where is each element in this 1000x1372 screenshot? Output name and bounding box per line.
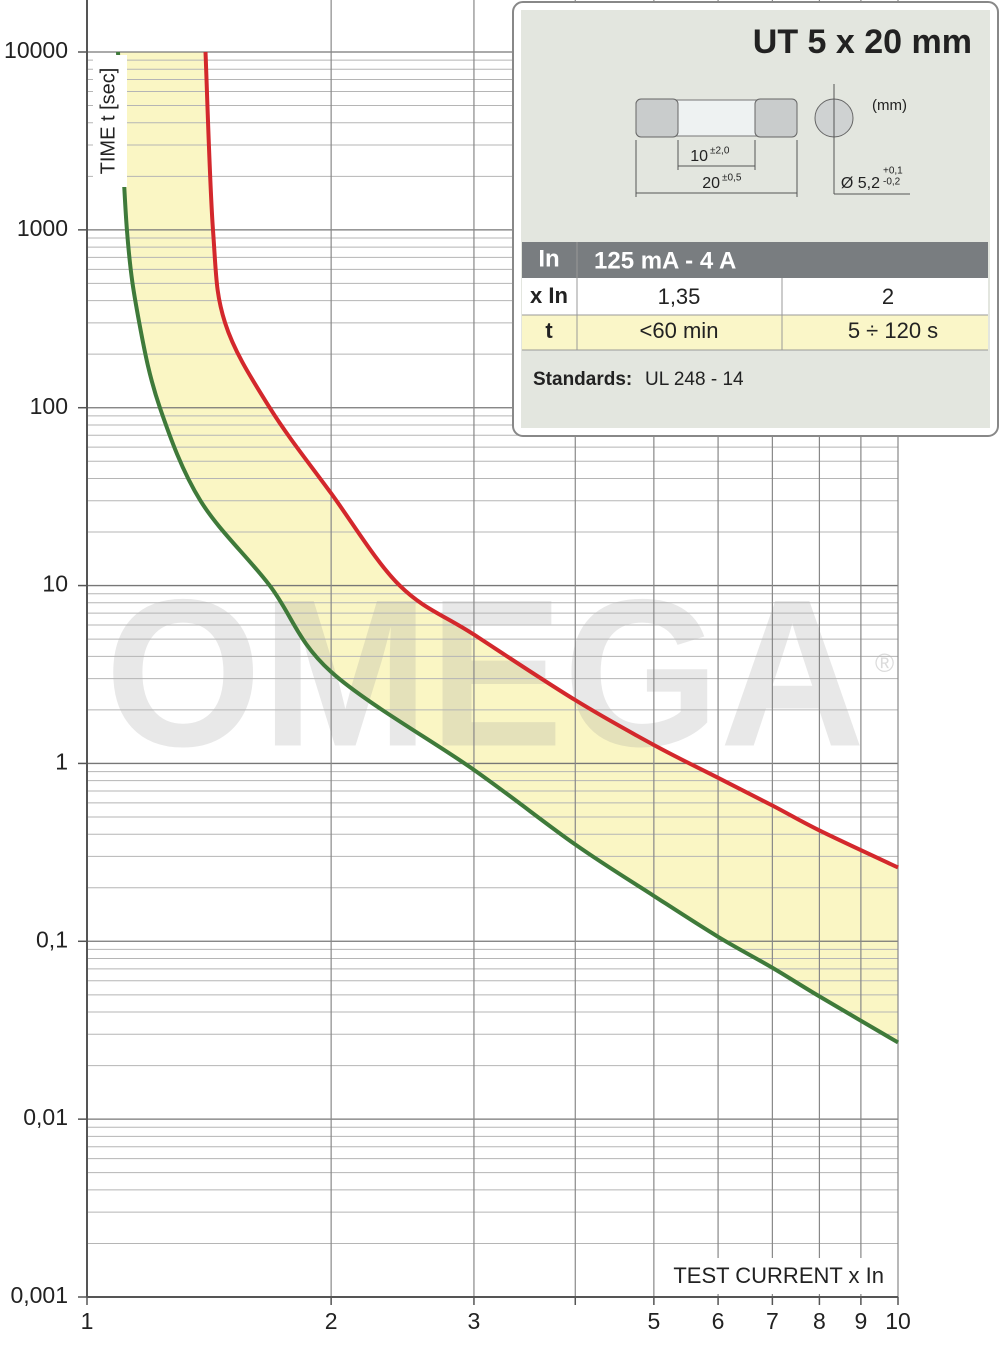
table-cell: 5 ÷ 120 s <box>848 318 938 343</box>
watermark: OMEGA <box>105 555 865 790</box>
y-axis-title: TIME t [sec] <box>97 68 119 175</box>
y-tick-label: 10000 <box>4 37 68 63</box>
table-header <box>522 242 988 278</box>
table-row <box>522 278 988 315</box>
fuse-drawing <box>635 84 910 197</box>
table-cell: x In <box>530 283 568 308</box>
table-cell: 2 <box>882 284 894 309</box>
curve <box>203 51 899 870</box>
y-tick-label: 100 <box>30 393 68 419</box>
x-tick-label: 3 <box>468 1308 481 1334</box>
x-tick-label: 7 <box>766 1308 779 1334</box>
x-label-bg <box>683 1258 890 1294</box>
x-tick-label: 10 <box>885 1308 911 1334</box>
standards-value: UL 248 - 14 <box>645 369 744 390</box>
table-cell: t <box>545 318 553 343</box>
y-tick-label: 0,1 <box>36 926 68 952</box>
curve <box>116 51 900 1045</box>
watermark-registered: ® <box>875 648 894 678</box>
standards-label: Standards: <box>533 369 632 390</box>
tolerance-band <box>117 52 899 1043</box>
x-tick-label: 1 <box>81 1308 94 1334</box>
x-tick-label: 9 <box>854 1308 867 1334</box>
unit-label: (mm) <box>872 97 907 114</box>
dim-tolerance: ±2,0 <box>710 146 730 157</box>
panel-title: UT 5 x 20 mm <box>753 23 972 61</box>
y-tick-label: 0,01 <box>23 1104 68 1130</box>
x-tick-label: 5 <box>647 1308 660 1334</box>
y-tick-label: 1 <box>55 749 68 775</box>
dim-value: 20 <box>702 175 720 192</box>
table-header-cell: In <box>538 245 559 272</box>
x-tick-label: 8 <box>813 1308 826 1334</box>
diameter-tolerance: -0,2 <box>883 177 901 188</box>
table-row <box>522 315 988 350</box>
x-axis-title: TEST CURRENT x In <box>673 1263 884 1288</box>
table-cell: <60 min <box>640 318 719 343</box>
diameter-tolerance: +0,1 <box>883 166 903 177</box>
dim-value: 10 <box>690 148 708 165</box>
y-tick-label: 1000 <box>17 215 68 241</box>
dim-tolerance: ±0,5 <box>722 173 742 184</box>
y-tick-label: 0,001 <box>10 1282 68 1308</box>
x-tick-label: 2 <box>325 1308 338 1334</box>
table-header-cell: 125 mA - 4 A <box>594 247 736 274</box>
plot-area: OMEGA ® 0,001 0,01 0,1 1 10 100 1000 10000 1 2 3 5 6 7 8… <box>4 0 911 1334</box>
x-tick-label: 6 <box>712 1308 725 1334</box>
diameter-value: Ø 5,2 <box>841 175 880 192</box>
y-label-bg <box>93 55 127 187</box>
panel-background <box>521 10 990 428</box>
y-tick-label: 10 <box>42 571 68 597</box>
table-cell: 1,35 <box>658 284 701 309</box>
info-panel: UT 5 x 20 mm (mm) 10 ±2,0 20 ±0,5 Ø 5,2 … <box>512 1 999 437</box>
